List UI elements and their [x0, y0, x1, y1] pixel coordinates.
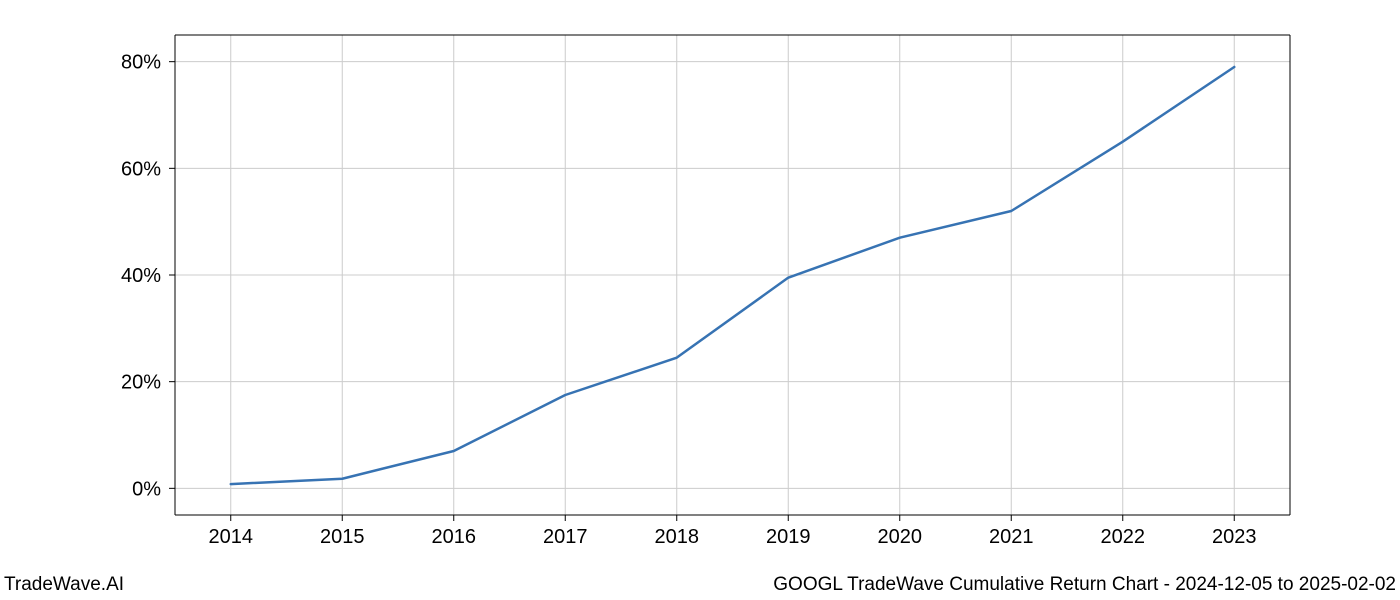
x-tick-label: 2014	[209, 526, 254, 548]
x-tick-label: 2019	[766, 526, 811, 548]
y-tick-label: 80%	[121, 52, 161, 74]
y-tick-label: 40%	[121, 265, 161, 287]
y-tick-label: 60%	[121, 158, 161, 180]
footer-caption: GOOGL TradeWave Cumulative Return Chart …	[773, 574, 1396, 596]
x-tick-label: 2023	[1212, 526, 1257, 548]
x-tick-label: 2021	[989, 526, 1034, 548]
x-tick-label: 2015	[320, 526, 365, 548]
line-chart: 2014 2015 2016 2017 2018 2019 2020 2021 2022 2023…	[0, 0, 1400, 600]
x-tick-label: 2018	[655, 526, 700, 548]
y-tick-label: 0%	[132, 478, 161, 500]
y-tick-label: 20%	[121, 372, 161, 394]
data-line	[231, 67, 1235, 484]
chart-container: 2014 2015 2016 2017 2018 2019 2020 2021 2022 2023…	[0, 0, 1400, 600]
x-tick-label: 2016	[432, 526, 477, 548]
x-tick-label: 2017	[543, 526, 588, 548]
x-tick-label: 2022	[1101, 526, 1146, 548]
footer-brand: TradeWave.AI	[4, 574, 124, 596]
x-tick-label: 2020	[878, 526, 923, 548]
